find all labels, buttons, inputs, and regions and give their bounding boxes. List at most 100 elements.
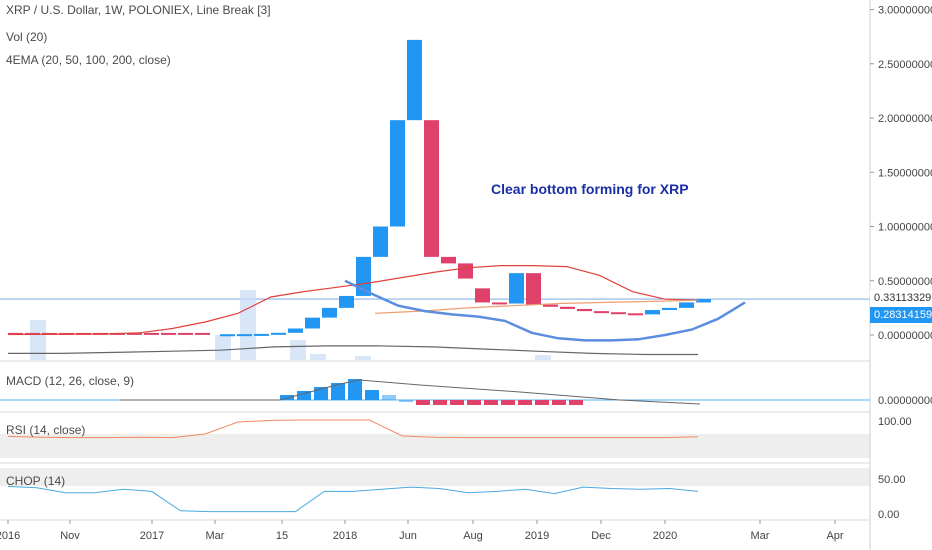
price-brick [645,310,660,315]
price-brick [526,273,541,305]
rsi-tick-label: 100.00 [878,416,912,428]
price-brick [611,312,626,315]
macd-legend[interactable]: MACD (12, 26, close, 9) [6,374,135,388]
macd-tick-label: 0.00000000 [878,395,932,407]
price-axis: 3.00000000 2.50000000 2.00000000 1.50000000… [869,0,932,550]
time-tick-label: Nov [60,530,80,542]
volume-bar [310,354,326,360]
price-brick [424,120,439,257]
chop-legend[interactable]: CHOP (14) [6,474,66,488]
price-tick-label: 1.50000000 [878,167,932,179]
price-brick [458,263,473,279]
time-tick-label: 2018 [333,530,357,542]
time-tick-label: Dec [591,530,611,542]
macd-histogram-bar [433,400,447,405]
volume-bars [30,290,551,360]
price-brick [322,307,337,318]
price-brick [288,328,303,333]
macd-histogram-bar [535,400,549,405]
macd-histogram-bar [501,400,515,405]
price-brick [220,334,235,337]
price-brick [543,304,558,307]
time-tick-label: Apr [826,530,843,542]
volume-legend[interactable]: Vol (20) [6,30,48,44]
price-tick-label: 3.00000000 [878,5,932,17]
indicator-panes [0,379,870,513]
price-brick [492,302,507,305]
price-brick-flat [195,332,210,335]
macd-histogram-bar [382,395,396,400]
price-brick-flat [161,332,176,335]
volume-bar [355,356,371,360]
price-brick-flat [127,332,142,335]
price-brick-flat [178,332,193,335]
chart-annotation[interactable]: Clear bottom forming for XRP [485,178,695,200]
macd-line [120,379,701,405]
price-tick-label: 2.00000000 [878,113,932,125]
price-brick [594,311,609,314]
price-brick-flat [144,332,159,335]
time-tick-label: Aug [463,530,483,542]
chop-line [7,485,699,513]
macd-histogram-bar [450,400,464,405]
macd-histogram-bar [552,400,566,405]
price-brick [271,332,286,335]
price-brick [696,299,711,303]
gridlines [0,298,870,521]
time-tick-label: 2017 [140,530,164,542]
macd-histogram-bar [331,383,345,400]
symbol-title[interactable]: XRP / U.S. Dollar, 1W, POLONIEX, Line Br… [6,3,271,17]
price-brick [373,226,388,257]
volume-bar [30,320,46,360]
rsi-band [0,434,870,458]
ema-line [344,279,746,342]
price-brick [628,313,643,316]
price-brick [407,39,422,121]
price-brick [390,120,405,227]
volume-bar [240,290,256,360]
macd-histogram-bar [280,395,294,400]
line-break-bricks [8,39,711,337]
time-tick-label: Mar [751,530,770,542]
price-brick [679,302,694,308]
price-brick [305,317,320,329]
macd-histogram-bar [297,391,311,400]
price-brick [509,273,524,304]
rsi-legend[interactable]: RSI (14, close) [6,423,86,437]
time-tick-label: 15 [276,530,288,542]
time-tick-label: 2019 [525,530,549,542]
price-tick-label: 0.50000000 [878,276,932,288]
macd-histogram-bar [365,390,379,400]
chop-tick-label: 50.00 [878,474,906,486]
time-tick-label: 2020 [653,530,677,542]
current-price-tag: 0.33113329 [870,290,932,306]
volume-bar [215,335,231,360]
macd-histogram-bar [467,400,481,405]
ema-line [8,345,698,356]
price-brick [254,333,269,336]
macd-histogram-bar [399,400,413,402]
time-tick-label: Jun [399,530,417,542]
time-axis: 2016 Nov 2017 Mar 15 2018 Jun Aug 2019 Dec 2020 Mar… [0,520,844,542]
macd-histogram-bar [518,400,532,405]
volume-bar [535,355,551,360]
macd-histogram-bar [484,400,498,405]
price-tick-label: 0.00000000 [878,330,932,342]
price-brick [356,256,371,296]
ema-legend[interactable]: 4EMA (20, 50, 100, 200, close) [6,53,171,67]
volume-bar [290,340,306,360]
ema-lines [7,265,746,356]
price-brick [475,288,490,303]
time-tick-label: Mar [206,530,225,542]
price-brick [662,307,677,311]
price-brick [237,334,252,337]
price-tick-label: 1.00000000 [878,222,932,234]
macd-histogram-bar [569,400,583,405]
chop-tick-label: 0.00 [878,509,899,521]
macd-histogram-bar [348,379,362,400]
time-tick-label: 2016 [0,530,20,542]
price-brick [441,256,456,264]
price-brick [577,308,592,312]
price-brick [339,295,354,308]
